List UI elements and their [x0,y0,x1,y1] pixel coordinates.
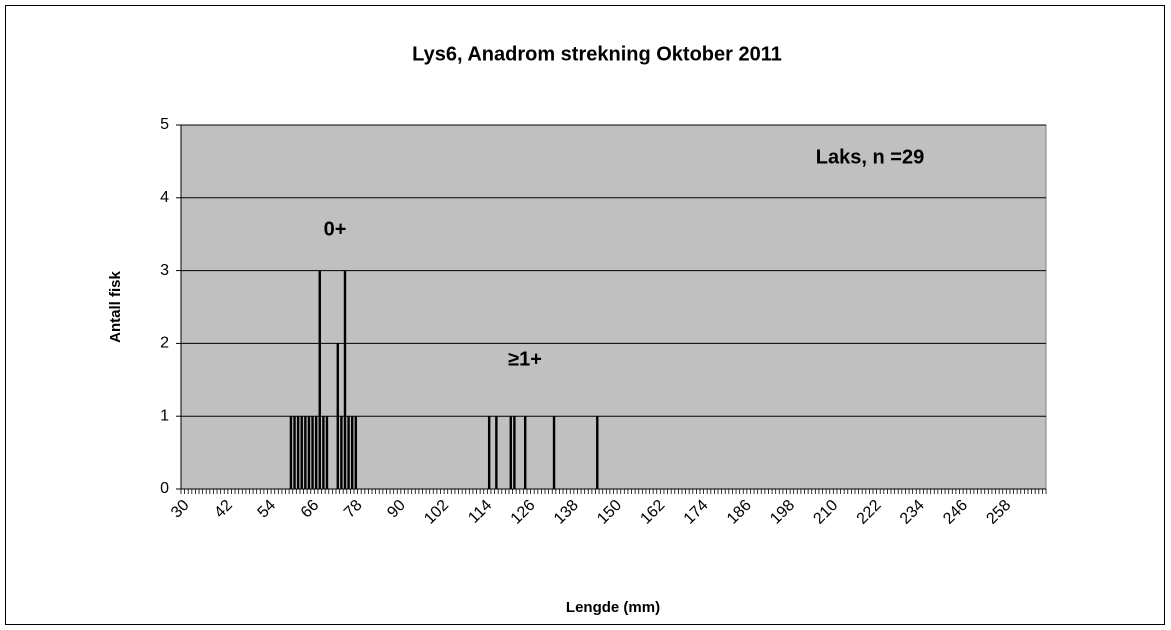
bar [350,416,354,489]
bar [513,416,516,489]
bar [300,416,303,489]
chart-title: Lys6, Anadrom strekning Oktober 2011 [412,43,782,65]
annotation: ≥1+ [508,348,542,370]
x-axis-title: Lengde (mm) [566,599,660,616]
y-tick-label: 4 [160,189,169,206]
bar [322,416,325,489]
bar [509,416,512,489]
bar [296,416,300,489]
y-tick-label: 0 [160,480,169,497]
y-axis-title: Antall fisk [107,271,124,343]
y-tick-label: 2 [160,335,169,352]
bar [495,416,498,489]
bar [311,416,314,489]
bar [596,416,599,489]
y-tick-label: 5 [160,116,169,133]
bar [289,416,293,489]
bar [314,416,318,489]
bar [336,343,339,489]
bar [523,416,527,489]
bar [487,416,491,489]
bar [325,416,329,489]
annotation: 0+ [324,218,347,240]
bar [347,416,350,489]
y-tick-label: 3 [160,262,169,279]
bar [340,416,343,489]
bar [552,416,556,489]
bar [307,416,311,489]
y-tick-label: 1 [160,407,169,424]
plot-area [180,124,1047,490]
bar [354,416,358,489]
bar [304,416,307,489]
bar [293,416,296,489]
annotation: Laks, n =29 [816,146,924,168]
bar [318,270,321,489]
bar [343,270,347,489]
